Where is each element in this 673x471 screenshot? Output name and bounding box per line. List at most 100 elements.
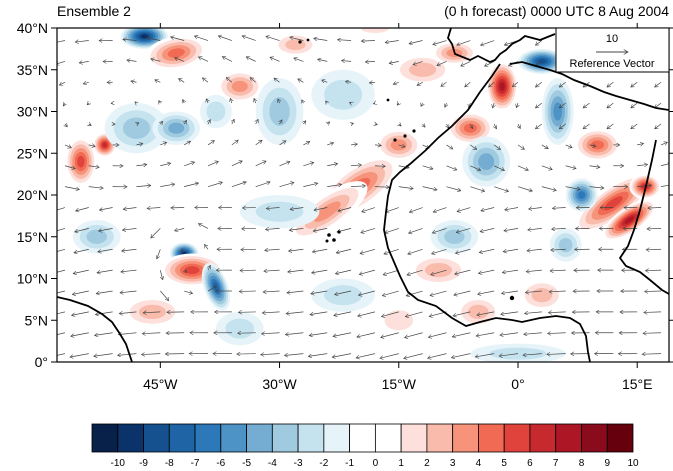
wind-vector: [74, 248, 89, 252]
wind-vector: [183, 141, 190, 146]
wind-vector: [382, 290, 399, 296]
island: [412, 129, 416, 133]
wind-vector: [446, 123, 448, 128]
colorbar-label: 1: [398, 458, 404, 469]
anomaly-contour: [269, 97, 290, 126]
wind-vector: [456, 228, 471, 232]
wind-vector: [206, 99, 208, 104]
wind-vector: [421, 103, 423, 106]
wind-vector: [313, 228, 328, 231]
wind-vector: [262, 312, 280, 313]
wind-vector: [637, 185, 651, 186]
wind-vector: [79, 61, 89, 63]
wind-vector: [311, 290, 328, 294]
colorbar-swatch: [478, 423, 505, 453]
colorbar-label: 4: [476, 458, 482, 469]
wind-vector: [457, 40, 471, 46]
wind-vector: [70, 353, 89, 357]
wind-vector: [480, 228, 495, 231]
wind-vector: [478, 290, 495, 294]
wind-vector: [437, 61, 447, 65]
y-axis: 0° 5°N 10°N 15°N 20°N 25°N 30°N 35°N 40°N: [17, 20, 673, 370]
wind-vector: [151, 228, 161, 238]
wind-vector: [207, 140, 214, 146]
island: [306, 38, 310, 42]
wind-vector: [57, 353, 66, 356]
reference-vector-box: 10 Reference Vector: [555, 27, 670, 73]
wind-vector: [118, 354, 137, 356]
wind-vector: [64, 145, 71, 148]
wind-vector: [432, 228, 447, 233]
y-tick-label: 5°N: [25, 312, 49, 328]
wind-vector: [94, 353, 113, 357]
wind-vector: [147, 208, 161, 209]
anomaly-contour: [324, 79, 363, 110]
wind-vector: [207, 161, 218, 167]
wind-vector: [135, 102, 137, 103]
colorbar-label: 10: [627, 458, 639, 469]
wind-vector: [96, 290, 113, 294]
wind-vector: [255, 161, 266, 167]
wind-vector: [607, 81, 614, 87]
wind-vector: [64, 165, 75, 169]
coastline-africa-west: [383, 63, 591, 362]
wind-vector: [303, 162, 313, 167]
wind-vector: [99, 228, 113, 231]
wind-vector: [409, 228, 423, 233]
wind-vector: [218, 36, 232, 41]
wind-vector: [643, 333, 662, 334]
wind-vector: [222, 57, 233, 62]
island: [327, 233, 331, 237]
island: [298, 40, 302, 44]
wind-vector: [523, 354, 542, 356]
y-tick-label: 0°: [35, 354, 48, 370]
wind-vector: [393, 82, 399, 84]
wind-vector: [565, 165, 576, 169]
wind-vector: [318, 59, 328, 61]
colorbar-label: 2: [424, 458, 430, 469]
wind-vector: [565, 145, 572, 148]
wind-vector: [194, 36, 209, 41]
map-panel: 10 Reference Vector: [56, 27, 670, 363]
colorbar-label: -3: [294, 458, 303, 469]
wind-vector: [642, 354, 662, 355]
wind-vector: [322, 80, 328, 82]
wind-vector: [72, 290, 89, 294]
wind-vector: [428, 332, 447, 338]
anomaly-contour: [138, 304, 167, 320]
wind-vector: [494, 186, 508, 192]
reference-vector-frame: [555, 27, 670, 73]
wind-vector: [645, 270, 662, 271]
wind-vector: [374, 166, 385, 167]
wind-vector: [308, 353, 328, 357]
wind-vector: [356, 353, 375, 358]
wind-vector: [255, 182, 270, 187]
wind-vector: [341, 61, 352, 62]
anomaly-contour: [463, 123, 477, 133]
wind-vector: [265, 228, 280, 229]
wind-vector: [493, 103, 495, 108]
wind-vector: [413, 61, 423, 64]
anomaly-contour: [360, 28, 390, 34]
wind-vector: [261, 333, 280, 334]
wind-vector: [287, 291, 304, 293]
wind-vector: [583, 123, 590, 129]
wind-vector: [607, 123, 614, 129]
wind-vector: [232, 119, 234, 125]
colorbar-swatch: [117, 423, 144, 453]
island: [393, 138, 397, 142]
wind-vector: [312, 248, 328, 252]
wind-vector: [157, 249, 161, 259]
colorbar-swatch: [581, 423, 608, 453]
colorbar-swatch: [220, 423, 247, 453]
anomaly-contour: [384, 310, 414, 331]
wind-vector: [231, 140, 238, 146]
wind-vector: [399, 124, 401, 126]
wind-vector: [524, 333, 542, 335]
wind-vector: [314, 207, 328, 211]
wind-vector: [358, 290, 376, 295]
wind-vector: [381, 332, 399, 338]
wind-vector: [147, 38, 161, 41]
anomaly-contour: [444, 229, 465, 244]
wind-vector: [73, 269, 89, 273]
